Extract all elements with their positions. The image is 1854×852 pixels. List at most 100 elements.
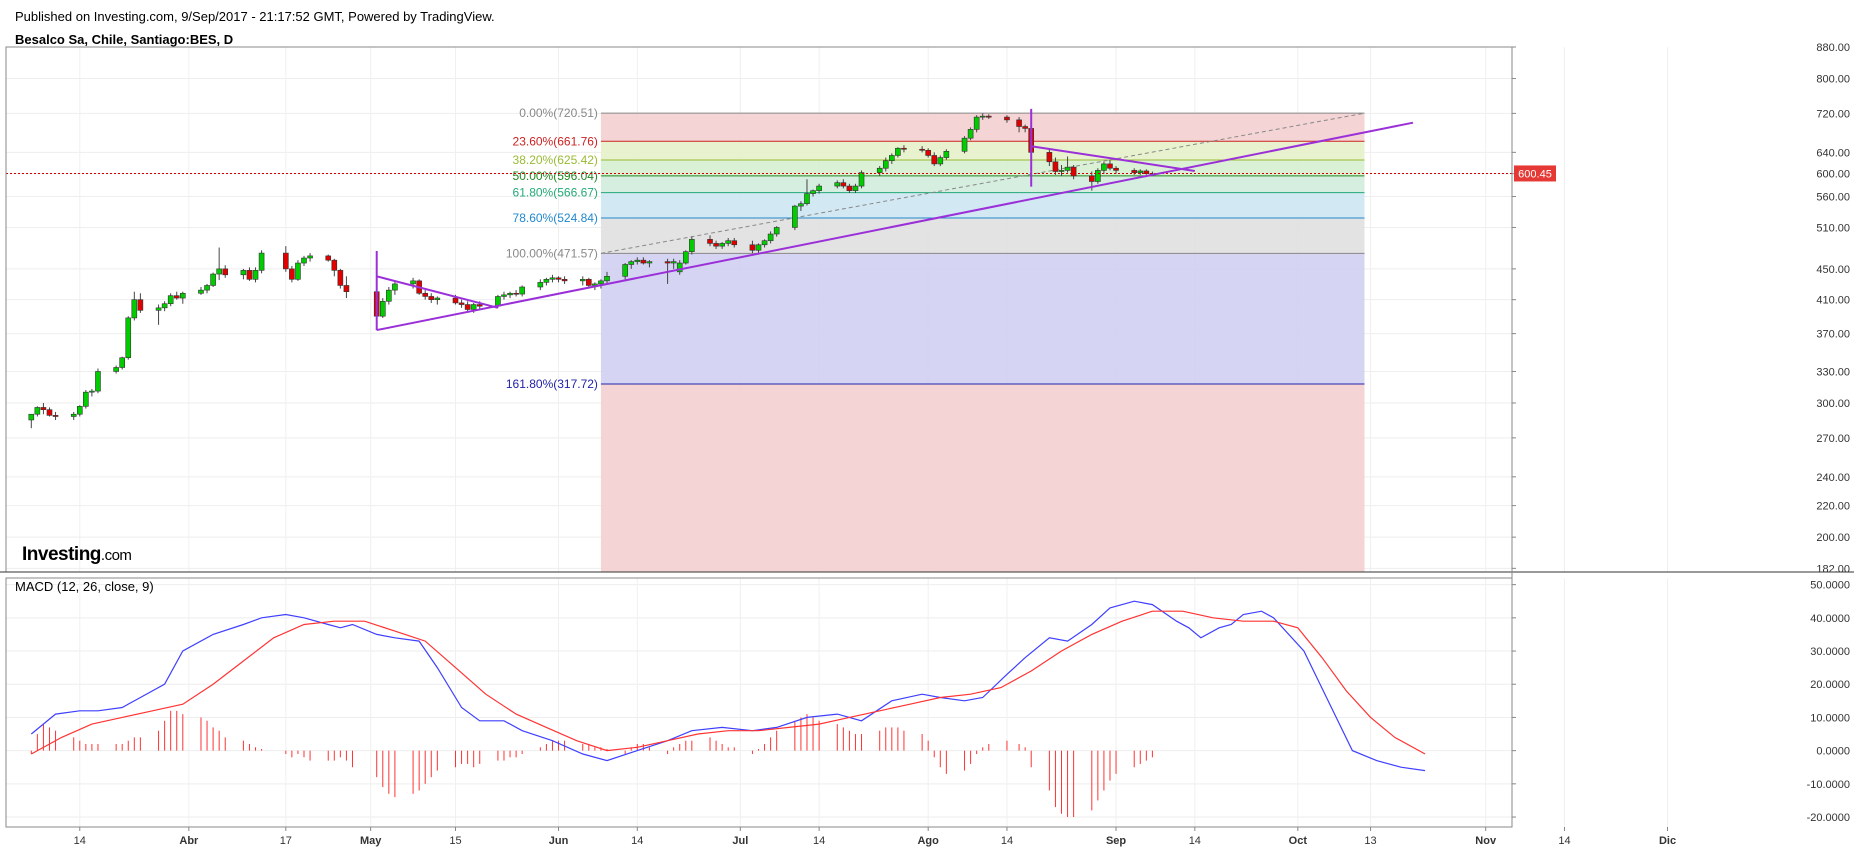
logo-bold: Investing [22,544,101,565]
price-tick-label: 300.00 [1816,398,1850,410]
candle-up [1095,170,1101,182]
candle-up [95,371,101,392]
time-tick-label: Abr [179,835,199,847]
time-tick-label: 14 [1189,835,1201,847]
current-price-tag [1514,165,1556,182]
signal-line [31,610,1426,755]
candle-up [761,240,768,246]
candle-down [283,252,289,270]
candle-up [961,137,968,152]
candle-up [204,285,210,291]
candle-up [507,292,513,296]
candle-up [70,413,77,417]
time-tick-label: 14 [1001,835,1013,847]
fib-level-label: 161.80%(317.72) [506,377,598,391]
candle-down [925,149,931,156]
fib-level-label: 0.00%(720.51) [519,106,598,120]
candle-down [464,304,471,310]
macd-tick-label: 20.0000 [1810,679,1850,691]
fib-level-label: 78.60%(524.84) [513,211,598,225]
fib-band [600,192,1365,218]
time-tick-label: Jul [732,835,748,847]
candle-down [586,279,592,286]
candle-up [119,357,125,368]
candle-up [882,160,889,169]
time-tick-label: Oct [1289,835,1308,847]
price-tick-label: 200.00 [1816,532,1850,544]
candle-up [131,299,138,319]
candle-up [307,255,313,259]
candle-down [846,185,853,191]
candle-up [622,264,628,277]
candle-up [258,252,265,271]
candle-up [125,317,132,359]
candle-up [767,233,774,242]
candle-down [1089,175,1095,182]
candle-down [1052,161,1059,172]
symbol-title: Besalco Sa, Chile, Santiago:BES, D [15,32,234,47]
fibonacci-retracement[interactable]: 0.00%(720.51) 23.60%(661.76) 38.20%(625.42… [506,106,1365,572]
candle-up [386,289,392,302]
price-tick-label: 510.00 [1816,222,1850,234]
candle-up [689,239,695,252]
candle-down [1046,152,1053,163]
candle-up [755,244,762,251]
candle-down [458,302,465,305]
time-tick-label: 14 [813,835,825,847]
candle-up [161,303,168,309]
candle-up [834,182,841,187]
candle-up [937,157,944,165]
candle-up [979,115,986,118]
macd-tick-label: -10.0000 [1807,779,1850,791]
candle-down [137,299,144,311]
candle-up [216,268,222,275]
candle-up [725,240,732,244]
pattern-line [376,121,1414,332]
candle-down [331,259,338,271]
price-tick-label: 800.00 [1816,74,1850,86]
candle-up [198,289,204,294]
candle-up [973,116,980,130]
candle-up [967,129,974,139]
candle-up [519,286,525,295]
candle-down [561,279,568,282]
time-tick-label: Nov [1475,835,1497,847]
price-tick-label: 220.00 [1816,501,1850,513]
candle-up [301,257,307,264]
macd-tick-label: -20.0000 [1807,812,1850,824]
candle-up [28,413,35,421]
candle-up [895,147,901,156]
candle-down [40,407,47,410]
candle-up [1137,170,1144,173]
macd-line [30,600,1426,772]
candle-up [798,203,804,207]
candle-up [804,193,810,204]
candle-up [379,300,386,317]
price-tick-label: 880.00 [1816,42,1850,54]
fib-level-label: 61.80%(566.67) [513,186,598,200]
candle-down [422,292,429,297]
candle-up [537,282,544,288]
candle-down [749,244,756,251]
trend-pattern-lines[interactable] [375,108,1414,332]
candle-up [392,283,398,291]
time-tick-label: Ago [917,835,939,847]
price-tick-label: 370.00 [1816,329,1850,341]
candle-up [579,279,586,282]
candle-up [646,261,653,264]
time-tick-label: 14 [74,835,86,847]
price-axis: 880.00 800.00 720.00 640.00 600.00 560.00 510.… [1512,42,1850,575]
price-tick-label: 410.00 [1816,295,1850,307]
macd-lines [30,600,1426,772]
candle-down [1131,170,1138,173]
candle-down [1004,116,1010,121]
candle-down [452,297,459,304]
candle-down [173,295,180,299]
candle-up [155,307,162,311]
candle-up [240,270,247,276]
candle-up [889,155,895,162]
time-tick-label: Jun [549,835,569,847]
candle-up [89,390,95,393]
